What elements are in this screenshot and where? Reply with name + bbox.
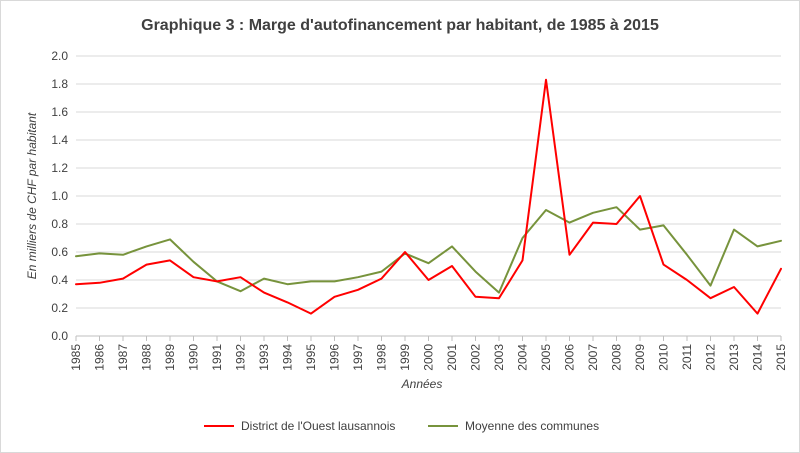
x-tick-label: 2014 (751, 344, 765, 371)
x-tick-label: 1990 (187, 344, 201, 371)
x-tick-label: 2004 (516, 344, 530, 371)
y-tick-label: 1.8 (51, 77, 68, 91)
x-tick-label: 2003 (492, 344, 506, 371)
y-axis-title: En milliers de CHF par habitant (25, 112, 39, 279)
y-tick-label: 2.0 (51, 49, 68, 63)
x-tick-label: 2013 (727, 344, 741, 371)
y-tick-label: 1.0 (51, 189, 68, 203)
y-tick-label: 0.8 (51, 217, 68, 231)
chart-title: Graphique 3 : Marge d'autofinancement pa… (141, 17, 659, 34)
x-tick-label: 2002 (469, 344, 483, 371)
y-tick-label: 0.6 (51, 245, 68, 259)
x-tick-label: 1987 (116, 344, 130, 371)
x-tick-label: 1991 (210, 344, 224, 371)
legend-label: Moyenne des communes (465, 419, 599, 433)
x-tick-label: 2001 (445, 344, 459, 371)
x-tick-label: 1985 (69, 344, 83, 371)
x-tick-label: 1992 (234, 344, 248, 371)
x-axis-title: Années (401, 377, 443, 391)
x-tick-label: 1998 (375, 344, 389, 371)
x-tick-label: 1986 (93, 344, 107, 371)
x-tick-label: 2011 (680, 344, 694, 370)
x-tick-label: 2007 (586, 344, 600, 371)
x-tick-label: 1997 (351, 344, 365, 371)
y-tick-label: 0.0 (51, 329, 68, 343)
grid-lines (76, 55, 781, 337)
x-tick-label: 2006 (563, 344, 577, 371)
x-tick-label: 2009 (633, 344, 647, 371)
x-tick-label: 2005 (539, 344, 553, 371)
x-tick-label: 1993 (257, 344, 271, 371)
x-tick-label: 1995 (304, 344, 318, 371)
x-tick-label: 2012 (704, 344, 718, 371)
y-tick-label: 1.2 (51, 161, 68, 175)
x-tick-label: 1988 (140, 344, 154, 371)
y-tick-label: 0.2 (51, 301, 68, 315)
legend-label: District de l'Ouest lausannois (241, 419, 395, 433)
series-lines (75, 78, 782, 315)
series-line (75, 78, 782, 315)
x-tick-label: 2015 (774, 344, 788, 371)
legend: District de l'Ouest lausannois Moyenne de… (204, 419, 599, 433)
x-tick-label: 2008 (610, 344, 624, 371)
y-tick-label: 0.4 (51, 273, 68, 287)
x-tick-label: 1994 (281, 344, 295, 371)
y-tick-label: 1.4 (51, 133, 68, 147)
x-axis: 1985 1986 1987 1988 1989 1990 1991 1992 1993 1994… (69, 336, 788, 371)
x-tick-label: 2000 (422, 344, 436, 371)
x-tick-label: 1989 (163, 344, 177, 371)
y-tick-label: 1.6 (51, 105, 68, 119)
y-axis-ticks: 0.0 0.2 0.4 0.6 0.8 1.0 1.2 1.4 1.6 1.8 2.0 (51, 49, 68, 343)
x-tick-label: 1996 (328, 344, 342, 371)
series-line (75, 206, 782, 294)
x-tick-label: 2010 (657, 344, 671, 371)
x-tick-label: 1999 (398, 344, 412, 371)
